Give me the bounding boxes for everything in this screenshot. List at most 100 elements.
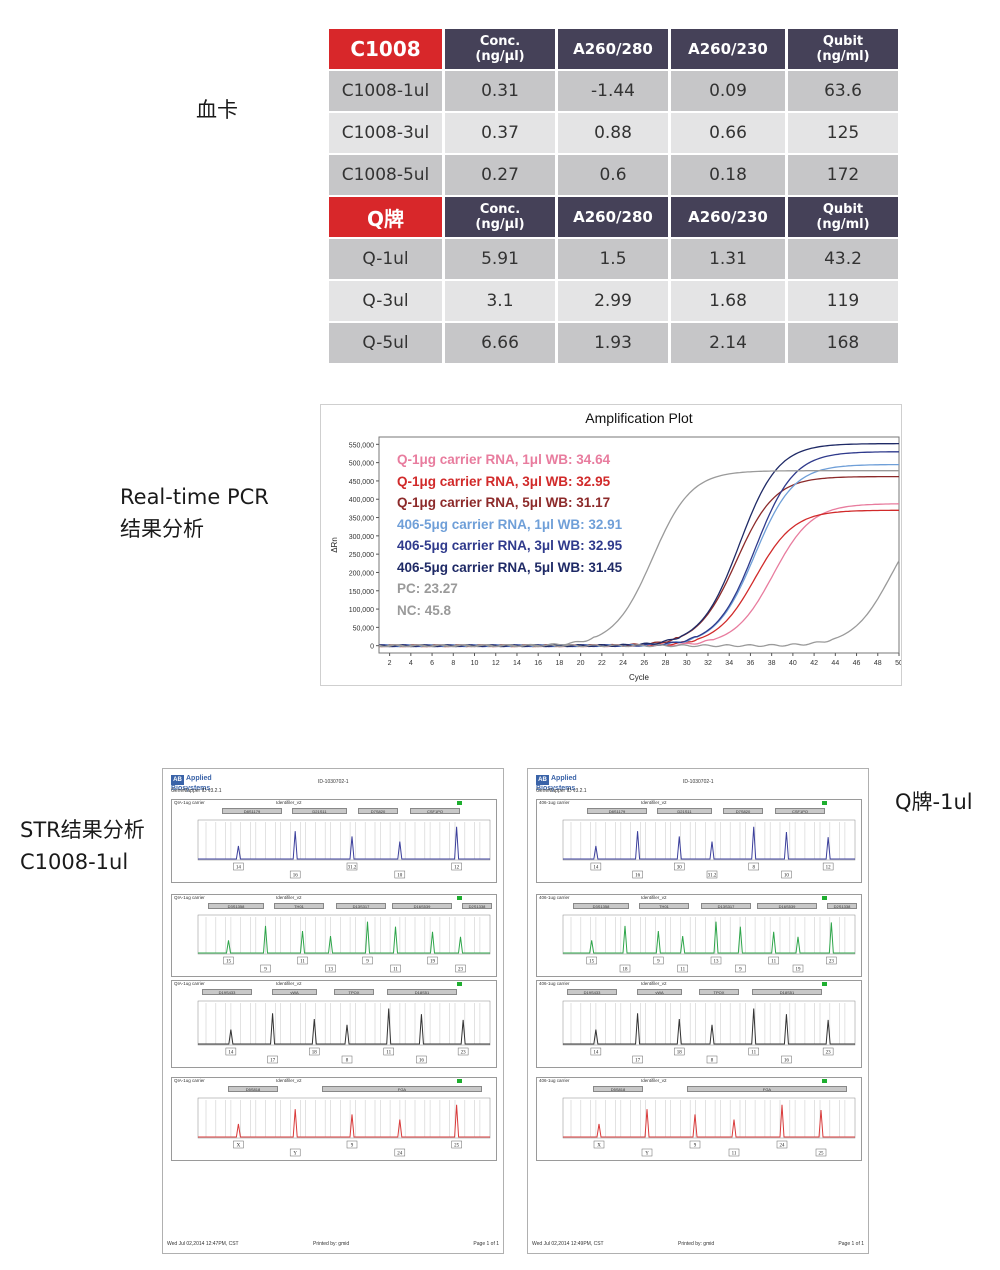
allele-label: 13 xyxy=(328,968,334,973)
allele-label: 11 xyxy=(771,960,776,965)
chart-title: Amplification Plot xyxy=(585,410,692,426)
report-footer-page: Page 1 of 1 xyxy=(838,1241,864,1247)
allele-box xyxy=(632,1055,643,1064)
str-label-line2: C1008-1ul xyxy=(20,850,129,874)
allele-box xyxy=(689,1140,701,1149)
table-cell: 168 xyxy=(788,323,898,363)
allele-label: 14 xyxy=(228,1051,234,1056)
column-header: A260/280 xyxy=(558,197,668,237)
str-panel: QIA-1ug carrier Identifiler_v2 D3S1358 TH01… xyxy=(171,894,497,977)
allele-box xyxy=(776,1140,788,1149)
locus-label: D16S539 xyxy=(757,903,817,909)
x-tick-label: 18 xyxy=(556,660,564,667)
trace-frame xyxy=(197,819,491,861)
allele-label: 23 xyxy=(458,968,464,973)
str-panel: 406-1ug carrier Identifiler_v2 D8S1179 D21S… xyxy=(536,799,862,883)
trace-frame xyxy=(197,1097,491,1139)
electropherogram: 15 18 9 11 13 9 11 19 23 xyxy=(562,914,856,973)
legend-entry: PC: 23.27 xyxy=(397,581,458,596)
allele-label: 19 xyxy=(430,960,436,965)
str-panel: 406-1ug carrier Identifiler_v2 D19S433 vWA T… xyxy=(536,980,862,1068)
allele-box xyxy=(297,956,308,965)
quality-flag-icon xyxy=(822,1079,827,1083)
allele-box xyxy=(267,1055,278,1064)
allele-box xyxy=(619,964,631,973)
y-tick-label: 200,000 xyxy=(349,570,374,577)
logo-text: Applied Biosystems xyxy=(536,775,577,792)
allele-label: 11 xyxy=(386,1051,391,1056)
panel-sample: QIA-1ug carrier xyxy=(174,895,205,900)
table-cell: 0.31 xyxy=(445,71,555,111)
x-tick-label: 32 xyxy=(704,660,712,667)
table-cell: C1008-5ul xyxy=(329,155,442,195)
x-tick-label: 14 xyxy=(513,660,521,667)
amplification-chart: Amplification Plot 0 50,000 100,000 150,000 2… xyxy=(330,410,901,682)
allele-label: 31.2 xyxy=(348,866,357,871)
trace-frame xyxy=(562,1097,856,1139)
column-header-line: Conc. xyxy=(479,34,521,49)
report-id: ID-1030702-1 xyxy=(318,779,349,785)
trace-frame xyxy=(562,819,856,861)
locus-label: TPOX xyxy=(699,989,739,995)
allele-label: 8 xyxy=(752,866,755,871)
str-panel: QIA-1ug carrier Identifiler_v2 D8S1179 D21S… xyxy=(171,799,497,883)
allele-box xyxy=(390,964,401,973)
allele-box xyxy=(748,862,759,871)
locus-label: TH01 xyxy=(639,903,689,909)
brand-header: C1008 xyxy=(329,29,442,69)
allele-label: 18 xyxy=(677,1051,683,1056)
legend-entry: 406-5μg carrier RNA, 1μl WB: 32.91 xyxy=(397,516,623,532)
locus-label: TPOX xyxy=(334,989,374,995)
quality-flag-icon xyxy=(457,801,462,805)
allele-label: 23 xyxy=(826,1051,832,1056)
allele-box xyxy=(815,1148,827,1157)
column-header-line: (ng/ml) xyxy=(816,49,870,64)
allele-box xyxy=(346,1140,358,1149)
allele-box xyxy=(792,964,804,973)
x-tick-label: 42 xyxy=(810,660,818,667)
panel-sample: QIA-1ug carrier xyxy=(174,981,205,986)
column-header-line: A260/280 xyxy=(573,207,653,226)
locus-label: D18S51 xyxy=(752,989,822,995)
trace-frame xyxy=(562,1000,856,1046)
allele-label: 19 xyxy=(796,968,802,973)
report-footer-date: Wed Jul 02,2014 12:49PM, CST xyxy=(532,1241,604,1247)
x-tick-label: 36 xyxy=(747,660,755,667)
allele-label: 17 xyxy=(270,1059,276,1064)
str-label: STR结果分析 C1008-1ul xyxy=(20,814,145,878)
x-tick-label: 10 xyxy=(471,660,479,667)
allele-label: 9 xyxy=(739,968,742,973)
panel-sample: QIA-1ug carrier xyxy=(174,800,205,805)
panel-name: Identifiler_v2 xyxy=(276,800,302,805)
allele-label: 8 xyxy=(346,1059,349,1064)
table-cell: 1.93 xyxy=(558,323,668,363)
electropherogram: X Y 9 24 25 xyxy=(197,1097,491,1157)
allele-box xyxy=(416,1055,427,1064)
y-tick-label: 100,000 xyxy=(349,607,374,614)
table-cell: Q-1ul xyxy=(329,239,442,279)
allele-label: 9 xyxy=(657,960,660,965)
allele-box xyxy=(346,862,358,871)
series-line xyxy=(378,560,900,648)
applied-biosystems-logo: AB Applied Biosystems xyxy=(536,775,577,792)
allele-label: 25 xyxy=(819,1152,825,1157)
logo-text: Applied Biosystems xyxy=(171,775,212,792)
allele-label: 14 xyxy=(593,866,599,871)
allele-label: 11 xyxy=(680,968,685,973)
column-header: Qubit (ng/ml) xyxy=(788,29,898,69)
x-tick-label: 20 xyxy=(577,660,585,667)
allele-label: Y xyxy=(645,1152,649,1157)
str-panel: 406-1ug carrier Identifiler_v2 D5S818 FGA X Y… xyxy=(536,1077,862,1161)
electropherogram: 14 17 18 8 11 16 23 xyxy=(197,1000,491,1064)
peak-trace xyxy=(563,1104,855,1138)
y-tick-label: 50,000 xyxy=(353,625,375,632)
allele-box xyxy=(260,964,271,973)
x-tick-label: 12 xyxy=(492,660,500,667)
allele-box xyxy=(677,964,688,973)
table-cell: 0.09 xyxy=(671,71,785,111)
report-footer-printed: Printed by: gmid xyxy=(678,1241,715,1247)
allele-label: 17 xyxy=(635,1059,641,1064)
y-tick-label: 300,000 xyxy=(349,534,374,541)
allele-label: 18 xyxy=(312,1051,318,1056)
table-cell: C1008-1ul xyxy=(329,71,442,111)
